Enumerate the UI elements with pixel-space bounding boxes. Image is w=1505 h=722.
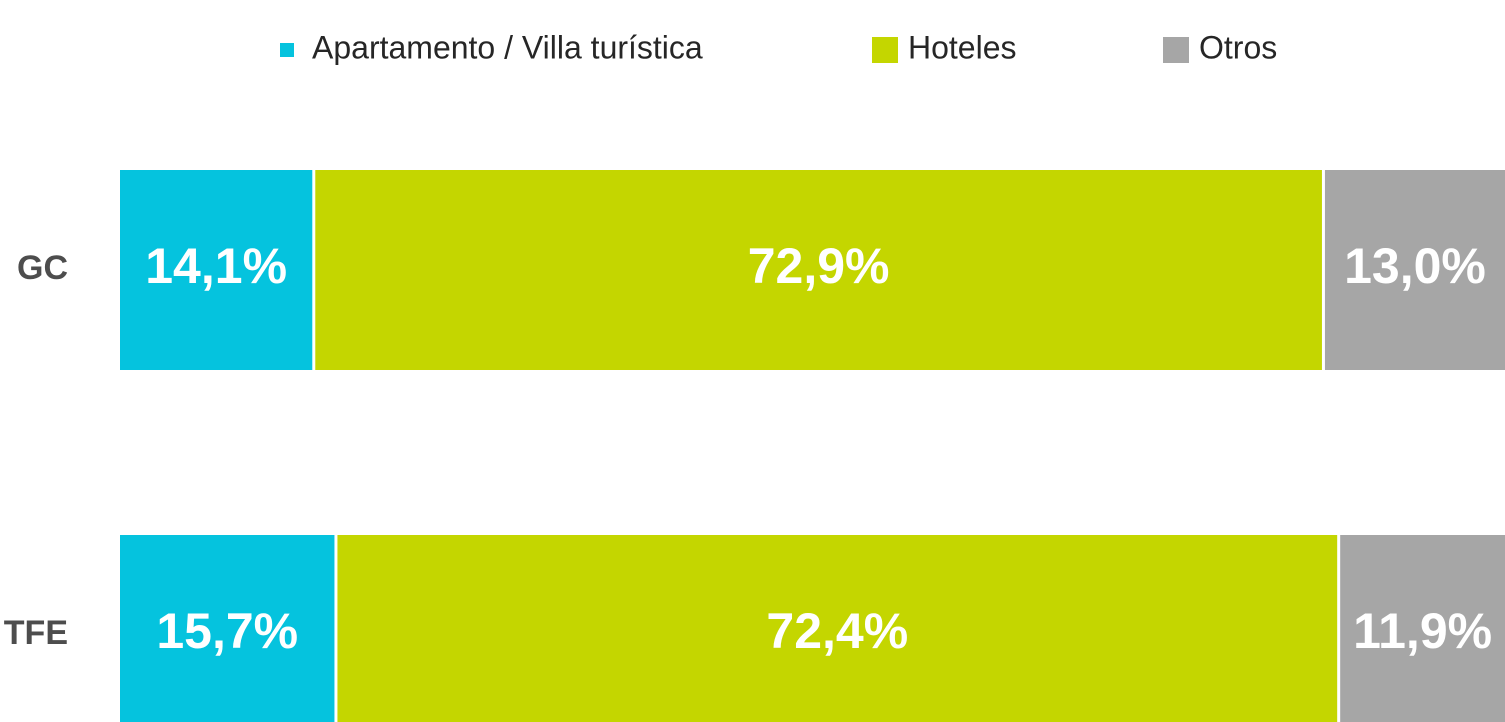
- legend-label: Otros: [1199, 29, 1277, 65]
- bar-segment: [1324, 170, 1505, 370]
- category-label: TFE: [4, 614, 68, 652]
- bar-segment: [120, 170, 313, 370]
- legend-swatch: [872, 37, 898, 63]
- value-label: 72,4%: [766, 603, 908, 659]
- legend-swatch: [1163, 37, 1189, 63]
- legend-label: Apartamento / Villa turística: [312, 29, 703, 65]
- category-label: GC: [17, 249, 68, 287]
- bar-segment: [120, 535, 335, 722]
- value-label: 13,0%: [1344, 238, 1486, 294]
- legend-swatch: [280, 43, 294, 57]
- value-label: 11,9%: [1353, 603, 1492, 659]
- legend-label: Hoteles: [908, 29, 1017, 65]
- bar-segment: [315, 170, 1322, 370]
- value-label: 15,7%: [156, 603, 298, 659]
- bar-segment: [1340, 535, 1505, 722]
- value-label: 14,1%: [145, 238, 287, 294]
- value-label: 72,9%: [748, 238, 890, 294]
- bar-segment: [337, 535, 1338, 722]
